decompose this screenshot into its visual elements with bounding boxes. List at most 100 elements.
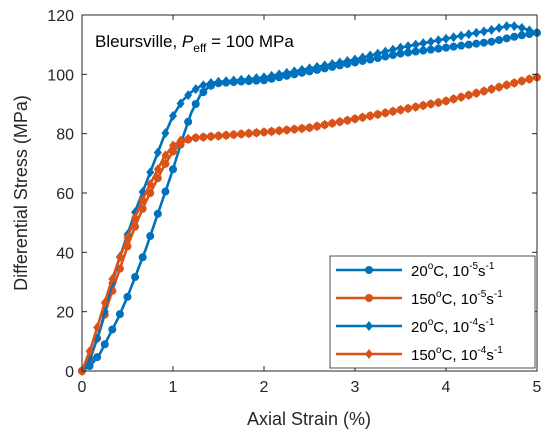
y-axis-label: Differential Stress (MPa) [11,95,31,291]
data-point [313,61,322,72]
data-point [153,147,162,158]
data-point [184,90,193,101]
data-point [525,25,534,36]
data-point [328,118,337,129]
data-point [335,57,344,68]
data-point [199,132,208,143]
data-point [146,232,155,241]
data-point [351,113,359,124]
data-point [335,116,344,127]
data-point [366,110,375,121]
data-point [176,98,185,109]
data-point [169,110,177,121]
data-point [244,128,253,139]
data-point [260,72,268,83]
data-point [199,80,208,91]
data-point [282,67,291,78]
data-point [161,128,170,139]
data-point [85,346,94,357]
data-point [131,273,140,282]
x-tick-label: 2 [260,379,269,396]
data-point [388,51,397,60]
data-point [449,42,458,51]
legend-label: 20oC, 10-4s-1 [411,317,495,336]
data-point [184,117,193,126]
data-point [426,99,435,109]
data-point [320,60,329,71]
data-point [396,42,405,53]
data-point [161,150,170,161]
data-point [138,253,147,262]
data-point [93,353,102,362]
data-point [472,27,481,38]
x-axis-label: Axial Strain (%) [247,409,371,429]
data-point [366,50,375,61]
x-tick-label: 1 [169,379,178,396]
data-point [434,44,443,53]
data-point [229,75,238,86]
data-point [100,297,109,308]
data-point [214,130,223,141]
data-point [214,76,223,87]
data-point [191,100,200,108]
y-tick-label: 80 [56,127,74,144]
data-point [487,84,496,95]
y-tick-label: 0 [65,364,74,381]
data-point [365,349,373,359]
data-point [146,167,155,178]
legend-label: 150oC, 10-4s-1 [411,345,503,364]
data-point [510,32,519,41]
data-point [267,70,276,81]
legend-item: 150oC, 10-5s-1 [336,289,503,308]
legend-label: 150oC, 10-5s-1 [411,289,503,308]
data-point [411,101,420,112]
data-point [343,55,352,66]
data-point [108,325,117,334]
data-point [479,38,488,47]
data-point [131,212,140,223]
data-point [510,21,519,32]
data-point [479,26,488,37]
series-layer [78,21,541,376]
data-point [161,187,170,196]
y-tick-label: 120 [47,8,74,25]
data-point [381,107,390,118]
data-point [388,44,397,55]
data-point [138,194,147,205]
data-point [426,36,435,47]
legend-item: 150oC, 10-4s-1 [336,345,503,364]
data-point [123,292,132,301]
data-point [146,189,155,197]
data-point [472,39,481,48]
legend-box [329,255,536,369]
data-point [199,88,208,97]
data-point [479,86,488,97]
data-point [169,165,177,174]
data-point [517,76,526,87]
data-point [237,129,246,140]
data-point [487,37,496,46]
data-point [449,32,458,43]
data-point [464,90,473,101]
data-point [320,119,329,130]
y-tick-label: 60 [56,186,74,203]
data-point [328,58,337,69]
data-point [464,40,473,49]
data-point [206,77,215,88]
data-point [388,106,397,117]
data-point [108,274,117,285]
data-point [426,45,435,54]
data-point [267,126,276,137]
data-point [495,22,504,33]
data-point [305,63,314,74]
data-point [297,123,306,134]
data-point [153,174,162,183]
data-point [411,47,420,56]
data-point [404,41,413,52]
data-point [282,124,291,135]
x-tick-label: 5 [533,379,542,396]
data-point [343,115,352,126]
data-point [161,159,170,168]
data-point [100,340,109,349]
